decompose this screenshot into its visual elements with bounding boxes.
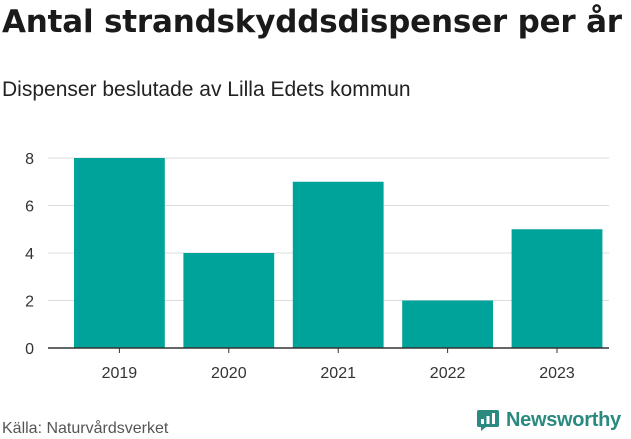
newsworthy-logo-icon (477, 410, 499, 431)
x-tick-label: 2022 (430, 365, 466, 382)
x-tick-label: 2020 (211, 365, 247, 382)
chart-subtitle: Dispenser beslutade av Lilla Edets kommu… (2, 78, 411, 101)
y-tick-label: 2 (25, 294, 34, 311)
y-tick-label: 8 (25, 151, 34, 168)
axes: 0 2 4 6 8 2019 2020 2021 2022 2023 (25, 151, 609, 382)
bars (74, 158, 603, 348)
source-note: Källa: Naturvårdsverket (2, 420, 169, 437)
bar-2020 (183, 253, 275, 348)
x-tick-label: 2023 (539, 365, 575, 382)
chart-title: Antal strandskyddsdispenser per år (2, 4, 622, 40)
brand-logo: Newsworthy (476, 408, 621, 432)
y-tick-label: 4 (25, 246, 34, 263)
brand-name: Newsworthy (506, 408, 621, 431)
x-tick-label: 2021 (320, 365, 356, 382)
bar-2021 (292, 181, 384, 348)
y-tick-label: 6 (25, 199, 34, 216)
bar-2022 (402, 300, 494, 348)
y-tick-label: 0 (25, 341, 34, 358)
bar-2023 (511, 229, 603, 348)
x-tick-label: 2019 (102, 365, 138, 382)
bar-2019 (74, 158, 165, 348)
